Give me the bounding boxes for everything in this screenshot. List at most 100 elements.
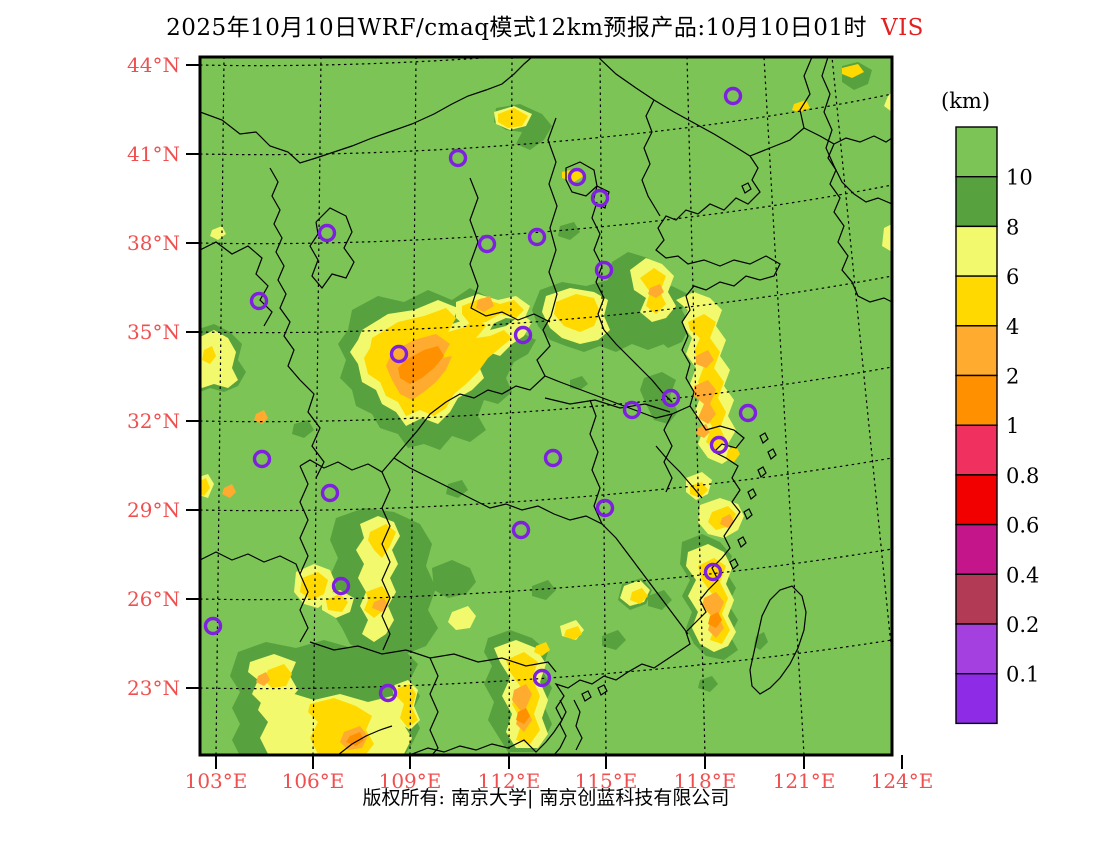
meridian-line (686, 57, 706, 755)
y-axis-label: 41°N (127, 142, 180, 166)
x-axis-label: 118°E (674, 769, 737, 793)
meridian-line (508, 57, 513, 755)
border-line (544, 397, 671, 413)
colorbar-tick-label: 10 (1006, 166, 1033, 190)
x-axis-label: 106°E (282, 769, 345, 793)
y-axis-label: 23°N (127, 676, 180, 700)
meridian-line (763, 57, 805, 755)
border-line (337, 725, 393, 755)
y-axis-labels: 44°N 41°N 38°N 35°N 32°N 29°N 26°N 23°N (127, 53, 180, 700)
parallel-line (200, 275, 892, 334)
map-shape (696, 424, 710, 438)
colorbar-cell (955, 225, 998, 277)
x-axis-label: 121°E (773, 769, 836, 793)
map-shape (498, 108, 528, 128)
map-shape (222, 484, 236, 498)
colorbar-cell (955, 573, 998, 625)
colorbar-tick-label: 0.6 (1006, 514, 1039, 538)
variable-label: VIS (880, 15, 924, 41)
parallel-line (200, 93, 892, 156)
meridian-line (312, 57, 322, 755)
colorbar-tick-labels: 10 8 6 4 2 1 0.8 0.6 0.4 0.2 0.1 (1006, 166, 1039, 687)
x-axis-ticks (215, 755, 903, 769)
parallel-line (200, 366, 892, 423)
border-line (299, 465, 309, 643)
map-background (200, 57, 892, 755)
meridian-line (215, 57, 225, 755)
y-axis-ticks (186, 64, 200, 689)
map-shape (534, 642, 550, 656)
city-marker (511, 520, 531, 540)
map-shape (554, 294, 600, 332)
parallel-line (200, 548, 892, 601)
colorbar-cell (955, 126, 998, 178)
colorbar-tick-label: 8 (1006, 215, 1019, 239)
colorbar-cell (955, 374, 998, 426)
city-marker (709, 435, 729, 455)
map-shape (200, 478, 210, 496)
colorbar-cell (955, 424, 998, 476)
map-shape (200, 57, 892, 755)
map-shape (694, 380, 716, 424)
border-line (309, 641, 557, 673)
meridian-line (409, 57, 417, 755)
border-line (663, 413, 673, 493)
colorbar-cell (955, 474, 998, 526)
border-line (309, 207, 355, 289)
city-marker (723, 86, 743, 106)
city-marker (703, 562, 723, 582)
x-axis-labels: 103°E 106°E 109°E 112°E 115°E 118°E 121°E 124°E (185, 769, 934, 793)
colorbar-tick-label: 0.4 (1006, 563, 1039, 587)
colorbar-cell (955, 325, 998, 377)
map-shape (720, 514, 734, 528)
colorbar-cell (955, 523, 998, 575)
border-line (393, 457, 689, 635)
map-shape (726, 446, 740, 462)
city-marker (477, 234, 497, 254)
map-shape (372, 598, 388, 612)
city-marker (331, 576, 351, 596)
city-marker (513, 325, 533, 345)
city-marker (320, 483, 340, 503)
border-line (597, 57, 751, 157)
x-axis-label: 124°E (871, 769, 934, 793)
colorbar-unit-label: (km) (941, 89, 990, 113)
map-frame (198, 55, 894, 757)
map-shape (792, 100, 810, 112)
border-line (641, 99, 661, 217)
province-borders (200, 57, 892, 755)
city-marker (317, 223, 337, 243)
border-line (581, 182, 777, 702)
map-shape (446, 480, 468, 498)
x-axis-label: 109°E (379, 769, 442, 793)
city-marker (448, 148, 468, 168)
colorbar-tick-label: 6 (1006, 265, 1019, 289)
colorbar-tick-label: 0.2 (1006, 613, 1039, 637)
map-shape (648, 284, 664, 298)
y-axis-label: 29°N (127, 498, 180, 522)
colorbar-tick-label: 2 (1006, 365, 1019, 389)
x-axis-label: 115°E (575, 769, 638, 793)
map-shape (842, 64, 864, 78)
page-title: 2025年10月10日WRF/cmaq模式12km预报产品:10月10日01时 V… (95, 8, 995, 42)
border-line (749, 57, 813, 157)
map-shape (432, 560, 476, 598)
border-line (200, 551, 301, 575)
title-text: 2025年10月10日WRF/cmaq模式12km预报产品:10月10日01时 (166, 15, 867, 41)
border-line (749, 585, 807, 695)
map-shape (264, 664, 292, 688)
y-axis-label: 26°N (127, 587, 180, 611)
x-axis-label: 112°E (478, 769, 541, 793)
border-line (469, 177, 551, 323)
border-line (591, 201, 605, 331)
border-line (544, 375, 691, 419)
map-shape (570, 376, 588, 390)
city-marker (252, 449, 272, 469)
border-line (833, 135, 892, 145)
city-marker (567, 167, 587, 187)
city-marker (249, 291, 269, 311)
map-shape (326, 594, 348, 612)
border-line (399, 155, 781, 755)
